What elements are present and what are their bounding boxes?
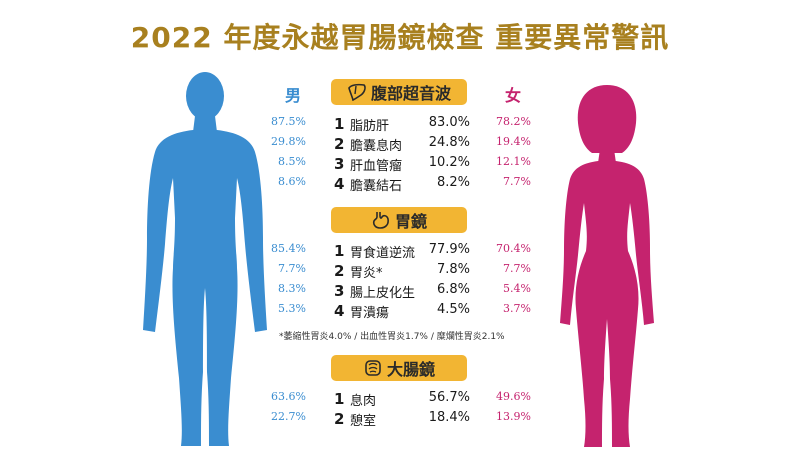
male-silhouette — [143, 72, 267, 446]
rank-number: 3 — [334, 282, 345, 300]
condition-name: 息肉 — [350, 394, 377, 409]
liver-icon — [347, 82, 367, 102]
male-percent: 8.5% — [278, 155, 306, 168]
rank-number: 2 — [334, 135, 345, 153]
condition-name: 胃潰瘍 — [350, 306, 390, 321]
result-row: 63.6% 1 息肉 56.7% 49.6% — [0, 390, 800, 410]
female-percent: 78.2% — [496, 115, 531, 128]
intestine-icon — [363, 358, 383, 378]
male-percent: 29.8% — [271, 135, 306, 148]
rank-number: 4 — [334, 175, 345, 193]
rank-number: 1 — [334, 115, 345, 133]
male-percent: 7.7% — [278, 262, 306, 275]
total-percent: 24.8% — [428, 135, 470, 150]
rank-number: 2 — [334, 262, 345, 280]
condition-name: 膽囊息肉 — [350, 139, 403, 154]
result-row: 8.5% 3 肝血管瘤 10.2% 12.1% — [0, 155, 800, 175]
condition-name: 胃炎* — [350, 266, 383, 281]
total-percent: 18.4% — [428, 410, 470, 425]
total-percent: 6.8% — [436, 282, 470, 297]
condition-name: 膽囊結石 — [350, 179, 403, 194]
section-header-colonoscopy: 大腸鏡 — [331, 355, 467, 381]
male-percent: 22.7% — [271, 410, 306, 423]
condition-name: 脂肪肝 — [350, 119, 390, 134]
male-percent: 8.3% — [278, 282, 306, 295]
gastritis-footnote: *萎縮性胃炎4.0% / 出血性胃炎1.7% / 糜爛性胃炎2.1% — [279, 332, 505, 342]
rank-number: 2 — [334, 410, 345, 428]
female-label: 女 — [505, 86, 522, 105]
result-row: 7.7% 2 胃炎* 7.8% 7.7% — [0, 262, 800, 282]
female-percent: 3.7% — [503, 302, 531, 315]
result-row: 87.5% 1 脂肪肝 83.0% 78.2% — [0, 115, 800, 135]
result-row: 8.6% 4 膽囊結石 8.2% 7.7% — [0, 175, 800, 195]
result-row: 5.3% 4 胃潰瘍 4.5% 3.7% — [0, 302, 800, 322]
result-row: 29.8% 2 膽囊息肉 24.8% 19.4% — [0, 135, 800, 155]
female-percent: 7.7% — [503, 262, 531, 275]
rank-number: 3 — [334, 155, 345, 173]
female-percent: 49.6% — [496, 390, 531, 403]
female-silhouette — [560, 85, 654, 447]
female-percent: 12.1% — [496, 155, 531, 168]
female-percent: 13.9% — [496, 410, 531, 423]
rank-number: 1 — [334, 242, 345, 260]
section-header-ultrasound: 腹部超音波 — [331, 79, 467, 105]
total-percent: 56.7% — [428, 390, 470, 405]
section-title: 大腸鏡 — [386, 360, 435, 379]
total-percent: 77.9% — [428, 242, 470, 257]
condition-name: 憩室 — [350, 414, 377, 429]
total-percent: 10.2% — [428, 155, 470, 170]
rank-number: 1 — [334, 390, 345, 408]
male-percent: 5.3% — [278, 302, 306, 315]
total-percent: 8.2% — [436, 175, 470, 190]
condition-name: 肝血管瘤 — [350, 159, 403, 174]
rank-number: 4 — [334, 302, 345, 320]
section-title: 腹部超音波 — [370, 84, 451, 103]
total-percent: 83.0% — [428, 115, 470, 130]
male-percent: 8.6% — [278, 175, 306, 188]
page-title: 2022 年度永越胃腸鏡檢查 重要異常警訊 — [130, 21, 670, 54]
section-header-gastroscopy: 胃鏡 — [331, 207, 467, 233]
stomach-icon — [371, 210, 391, 230]
total-percent: 7.8% — [436, 262, 470, 277]
female-percent: 19.4% — [496, 135, 531, 148]
male-percent: 85.4% — [271, 242, 306, 255]
female-percent: 70.4% — [496, 242, 531, 255]
total-percent: 4.5% — [436, 302, 470, 317]
result-row: 8.3% 3 腸上皮化生 6.8% 5.4% — [0, 282, 800, 302]
condition-name: 胃食道逆流 — [350, 246, 416, 261]
male-percent: 87.5% — [271, 115, 306, 128]
female-percent: 5.4% — [503, 282, 531, 295]
condition-name: 腸上皮化生 — [350, 286, 416, 301]
result-row: 85.4% 1 胃食道逆流 77.9% 70.4% — [0, 242, 800, 262]
section-title: 胃鏡 — [394, 212, 427, 231]
female-percent: 7.7% — [503, 175, 531, 188]
male-percent: 63.6% — [271, 390, 306, 403]
result-row: 22.7% 2 憩室 18.4% 13.9% — [0, 410, 800, 430]
male-label: 男 — [285, 86, 302, 105]
